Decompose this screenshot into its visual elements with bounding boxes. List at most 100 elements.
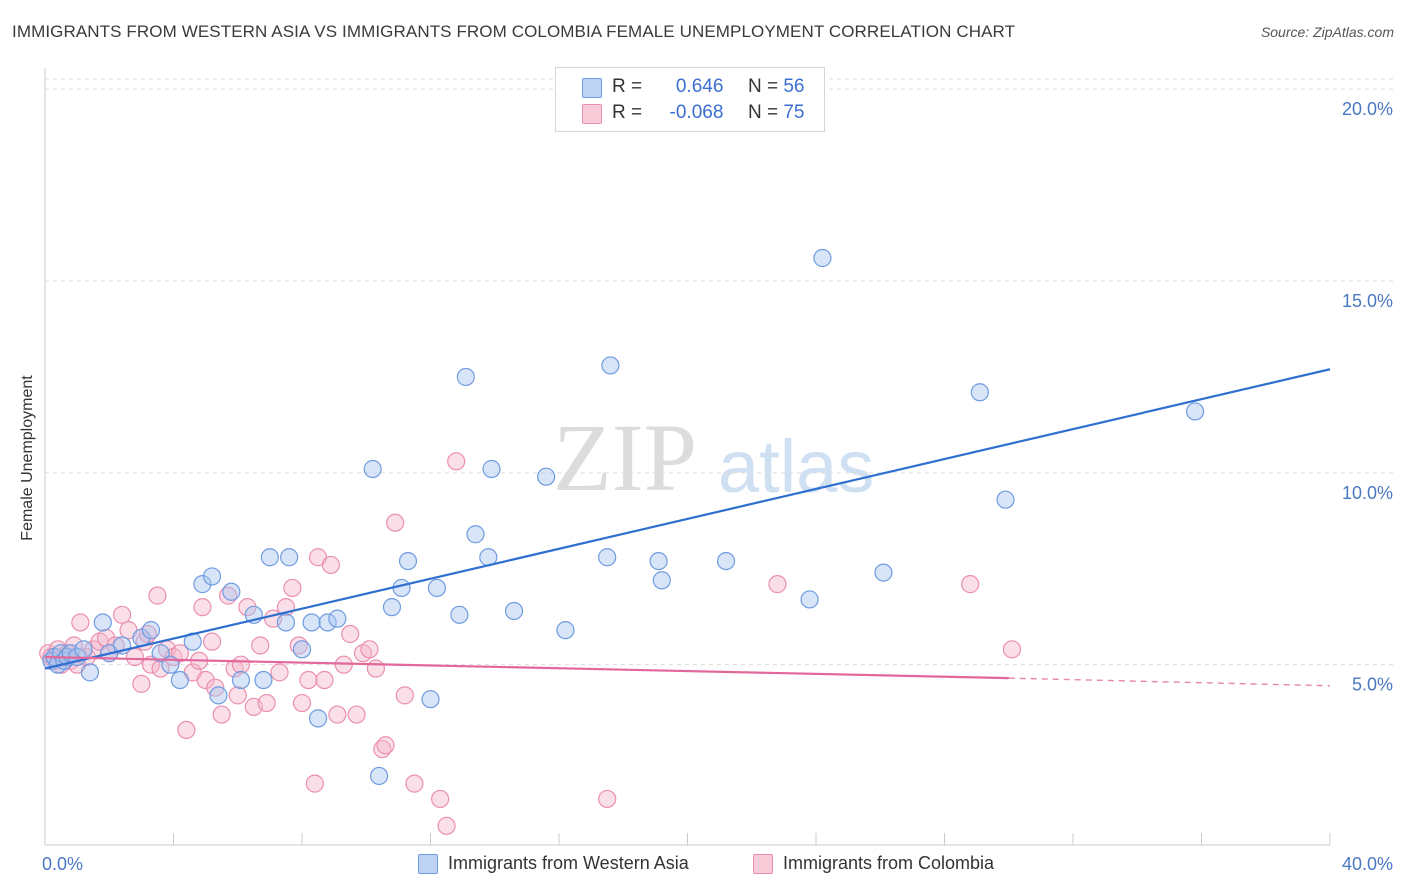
western-asia-point	[222, 582, 241, 601]
western-asia-point	[231, 670, 251, 690]
colombia-point	[366, 659, 385, 678]
western-asia-point	[601, 356, 620, 375]
western-asia-point	[260, 548, 279, 567]
western-asia-point	[74, 640, 93, 659]
colombia-point	[299, 670, 318, 690]
colombia-point	[347, 705, 366, 724]
western-asia-trendline	[44, 368, 1331, 670]
colombia-point	[96, 628, 116, 647]
colombia-point	[328, 705, 347, 724]
western-asia-point	[280, 548, 299, 567]
legend-label-colombia: Immigrants from Colombia	[783, 853, 995, 873]
n-value: 75	[783, 102, 805, 123]
colombia-point	[231, 655, 251, 674]
legend-swatch-pink	[582, 104, 602, 124]
y-tick-label: 10.0%	[1342, 483, 1393, 503]
legend-text-western-asia: R = 0.646 N = 56	[612, 76, 804, 98]
colombia-point	[376, 736, 395, 755]
western-asia-point	[970, 383, 989, 402]
colombia-point	[386, 513, 405, 532]
colombia-point	[251, 636, 270, 655]
western-asia-point	[363, 459, 382, 479]
colombia-point	[292, 693, 312, 713]
colombia-point	[1002, 640, 1022, 659]
legend-swatch-blue	[418, 854, 438, 874]
r-label: R =	[612, 76, 643, 97]
watermark-zip: ZIP	[553, 404, 697, 511]
western-asia-point	[141, 621, 161, 640]
legend-text-colombia: R = -0.068 N = 75	[612, 102, 804, 124]
colombia-point	[360, 640, 379, 659]
western-asia-point	[370, 766, 389, 786]
colombia-point	[283, 578, 302, 598]
watermark-atlas: atlas	[718, 425, 874, 508]
western-asia-points	[42, 248, 1205, 786]
r-value: 0.646	[675, 76, 724, 97]
colombia-point	[71, 613, 90, 632]
series-legend: Immigrants from Western Asia Immigrants …	[0, 852, 1406, 876]
r-value: -0.068	[669, 102, 724, 123]
axes	[44, 68, 1331, 846]
western-asia-point	[80, 663, 100, 682]
n-label: N =	[747, 102, 779, 123]
colombia-point	[177, 720, 196, 740]
colombia-point	[341, 624, 360, 644]
western-asia-point	[716, 551, 736, 571]
colombia-point	[257, 693, 276, 713]
western-asia-point	[93, 613, 112, 632]
western-asia-point	[1185, 402, 1205, 421]
western-asia-point	[292, 640, 312, 659]
western-asia-point	[598, 548, 617, 567]
gridlines	[45, 78, 1395, 666]
trendlines	[44, 368, 1331, 687]
colombia-point	[431, 789, 450, 809]
colombia-point	[405, 774, 424, 793]
western-asia-point	[800, 590, 819, 609]
western-asia-point	[398, 551, 418, 571]
n-value: 56	[783, 76, 805, 97]
western-asia-point	[193, 575, 212, 594]
x-tick-label-min: 0.0%	[42, 854, 83, 874]
western-asia-point	[254, 670, 273, 690]
colombia-point	[305, 774, 324, 793]
colombia-point	[598, 789, 617, 809]
legend-swatch-blue	[582, 78, 602, 98]
colombia-point	[961, 575, 980, 594]
western-asia-point	[421, 690, 440, 709]
n-label: N =	[747, 76, 779, 97]
western-asia-point	[276, 613, 296, 632]
western-asia-point	[537, 467, 556, 486]
western-asia-point	[302, 613, 321, 632]
r-label: R =	[612, 102, 643, 123]
colombia-point	[315, 670, 334, 690]
y-tick-label: 20.0%	[1342, 99, 1393, 119]
colombia-point	[395, 686, 414, 705]
western-asia-point	[209, 686, 228, 705]
western-asia-point	[504, 601, 524, 621]
watermark: ZIP atlas	[553, 404, 874, 511]
colombia-trendline-extension	[1008, 677, 1331, 687]
western-asia-point	[996, 490, 1015, 509]
colombia-point	[132, 674, 151, 693]
western-asia-point	[466, 525, 485, 544]
colombia-point	[228, 686, 247, 705]
western-asia-point	[170, 670, 190, 690]
western-asia-point	[318, 613, 337, 632]
colombia-point	[768, 575, 787, 594]
legend-label-western-asia: Immigrants from Western Asia	[448, 853, 689, 873]
western-asia-point	[427, 578, 447, 598]
western-asia-point	[456, 367, 475, 387]
x-tick-label-max: 40.0%	[1342, 854, 1393, 874]
western-asia-point	[874, 563, 893, 582]
chart-title: IMMIGRANTS FROM WESTERN ASIA VS IMMIGRAN…	[12, 22, 1016, 41]
y-tick-label: 15.0%	[1342, 291, 1393, 311]
colombia-point	[202, 632, 222, 651]
correlation-legend: R = 0.646 N = 56 R = -0.068 N = 75	[555, 67, 825, 132]
chart-source: Source: ZipAtlas.com	[1260, 24, 1394, 40]
western-asia-point	[813, 248, 832, 268]
colombia-point	[112, 605, 132, 624]
western-asia-point	[482, 459, 501, 479]
western-asia-point	[649, 551, 668, 571]
colombia-trendline	[44, 655, 1009, 680]
